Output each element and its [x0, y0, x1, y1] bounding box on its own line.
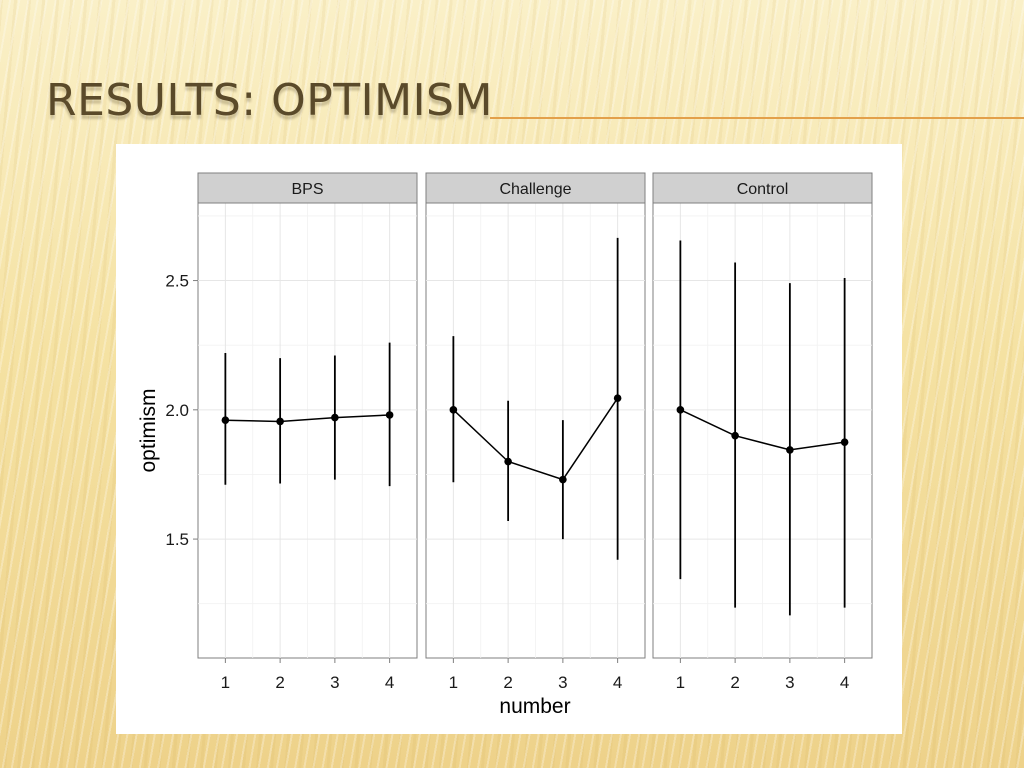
data-point [276, 417, 284, 426]
x-tick-label: 2 [730, 673, 739, 692]
data-point [449, 406, 458, 414]
x-axis-label: number [499, 695, 570, 718]
chart-panel: BPS 1 2 3 4 Challenge 1 2 3 4 Control 1 2 3 4 1.5 2.0 2.5… [116, 144, 902, 734]
data-point [221, 416, 230, 424]
y-tick-label: 1.5 [165, 530, 189, 549]
data-point [613, 394, 622, 402]
data-point [840, 438, 849, 446]
series-line [452, 397, 619, 481]
data-point [331, 413, 339, 422]
facet-label: Control [737, 181, 789, 198]
series-line [225, 414, 390, 423]
title-divider [490, 117, 1024, 119]
x-tick-label: 1 [676, 673, 685, 692]
x-tick-label: 1 [449, 673, 458, 692]
slide-title: RESULTS: OPTIMISM [46, 75, 493, 126]
x-tick-label: 3 [558, 673, 567, 692]
y-tick-label: 2.0 [165, 401, 189, 420]
faceted-line-chart: BPS 1 2 3 4 Challenge 1 2 3 4 Control 1 2 3 4 1.5 2.0 2.5… [137, 172, 873, 718]
facet-strip [425, 172, 646, 204]
x-tick-label: 4 [385, 673, 394, 692]
x-tick-label: 1 [221, 673, 230, 692]
x-tick-label: 2 [275, 673, 284, 692]
data-point [786, 446, 794, 454]
data-point [676, 406, 685, 414]
data-point [385, 411, 394, 419]
facet-label: Challenge [499, 181, 571, 198]
x-tick-label: 2 [503, 673, 512, 692]
x-tick-label: 4 [613, 673, 622, 692]
series-line [680, 409, 845, 451]
facet-strip [652, 172, 873, 204]
data-point [504, 457, 512, 466]
x-tick-label: 3 [785, 673, 794, 692]
y-tick-label: 2.5 [165, 272, 189, 291]
x-tick-label: 4 [840, 673, 849, 692]
data-point [731, 431, 739, 440]
facet-label: BPS [291, 181, 323, 198]
y-axis-label: optimism [137, 388, 160, 472]
data-point [559, 475, 567, 484]
x-tick-label: 3 [330, 673, 339, 692]
facet-strip [197, 172, 418, 204]
